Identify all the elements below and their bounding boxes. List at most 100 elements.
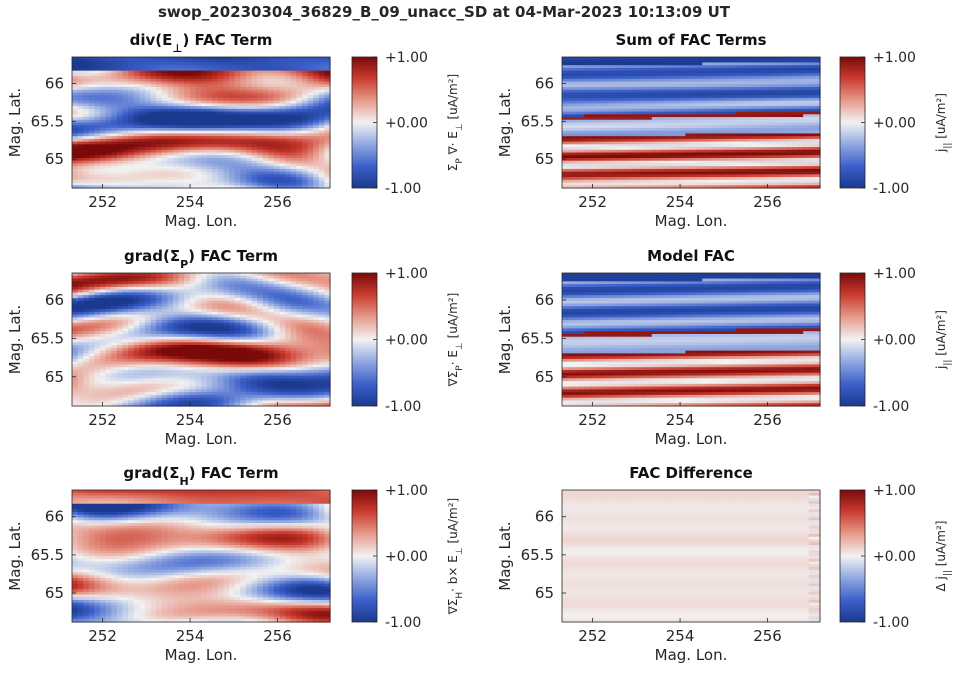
heatmap-cell bbox=[279, 157, 286, 162]
heatmap-cell bbox=[273, 100, 281, 104]
heatmap-cell bbox=[172, 87, 180, 91]
heatmap-cell bbox=[116, 168, 124, 173]
heatmap-cell bbox=[195, 133, 202, 137]
heatmap-cell bbox=[150, 76, 157, 80]
heatmap-cell bbox=[100, 125, 107, 129]
heatmap-cell bbox=[122, 147, 129, 151]
heatmap-cell bbox=[172, 141, 180, 145]
heatmap-cell bbox=[285, 168, 292, 173]
heatmap-cell bbox=[167, 182, 174, 186]
heatmap-cell bbox=[133, 65, 140, 69]
heatmap-cell bbox=[257, 127, 264, 132]
heatmap-cell bbox=[301, 133, 309, 137]
heatmap-cell bbox=[88, 87, 96, 91]
heatmap-cell bbox=[301, 108, 309, 113]
heatmap-cell bbox=[111, 182, 118, 186]
heatmap-cell bbox=[94, 171, 101, 175]
heatmap-cell bbox=[139, 163, 146, 167]
heatmap-cell bbox=[156, 114, 163, 118]
heatmap-cell bbox=[167, 147, 174, 151]
heatmap-cell bbox=[195, 103, 202, 107]
heatmap-cell bbox=[100, 138, 107, 143]
heatmap-cell bbox=[279, 127, 286, 132]
heatmap-cell bbox=[156, 155, 163, 159]
heatmap-cell bbox=[307, 111, 314, 115]
heatmap-cell bbox=[94, 59, 101, 64]
heatmap-cell bbox=[167, 138, 174, 143]
heatmap-cell bbox=[77, 76, 84, 80]
heatmap-cell bbox=[167, 177, 174, 181]
heatmap-cell bbox=[296, 127, 303, 132]
heatmap-cell bbox=[318, 163, 325, 167]
heatmap-cell bbox=[184, 166, 191, 170]
heatmap-cell bbox=[307, 73, 314, 77]
heatmap-cell bbox=[122, 87, 129, 91]
heatmap-cell bbox=[161, 87, 168, 91]
heatmap-cell bbox=[212, 103, 219, 107]
heatmap-cell bbox=[307, 100, 314, 104]
heatmap-cell bbox=[156, 59, 163, 64]
heatmap-cell bbox=[94, 106, 101, 110]
heatmap-cell bbox=[144, 152, 152, 156]
heatmap-cell bbox=[94, 127, 101, 132]
heatmap-cell bbox=[223, 144, 230, 148]
heatmap-cell bbox=[72, 147, 79, 151]
heatmap-cell bbox=[234, 147, 241, 151]
heatmap-cell bbox=[184, 119, 191, 124]
heatmap-cell bbox=[111, 157, 118, 162]
heatmap-cell bbox=[128, 171, 135, 175]
heatmap-cell bbox=[167, 95, 174, 99]
heatmap-cell bbox=[229, 163, 236, 167]
heatmap-cell bbox=[234, 122, 241, 126]
heatmap-cell bbox=[77, 95, 84, 99]
heatmap-cell bbox=[223, 108, 230, 113]
heatmap-cell bbox=[156, 136, 163, 140]
heatmap-cell bbox=[318, 136, 325, 140]
heatmap-cell bbox=[88, 182, 96, 186]
heatmap-cell bbox=[318, 78, 325, 83]
heatmap-cell bbox=[122, 174, 129, 178]
heatmap-cell bbox=[111, 76, 118, 80]
heatmap-cell bbox=[268, 95, 275, 99]
heatmap-cell bbox=[251, 157, 258, 162]
heatmap-cell bbox=[189, 67, 196, 72]
heatmap-cell bbox=[178, 149, 185, 154]
heatmap-cell bbox=[307, 76, 314, 80]
heatmap-cell bbox=[139, 141, 146, 145]
heatmap-cell bbox=[161, 144, 168, 148]
heatmap-cell bbox=[189, 76, 196, 80]
heatmap-cell bbox=[296, 125, 303, 129]
heatmap-cell bbox=[156, 87, 163, 91]
heatmap-cell bbox=[324, 76, 331, 80]
heatmap-cell bbox=[273, 76, 281, 80]
heatmap-cell bbox=[257, 95, 264, 99]
heatmap-cell bbox=[83, 84, 90, 88]
heatmap-cell bbox=[144, 174, 152, 178]
heatmap-cell bbox=[167, 163, 174, 167]
heatmap-cell bbox=[223, 78, 230, 83]
heatmap-cell bbox=[128, 65, 135, 69]
heatmap-cell bbox=[122, 92, 129, 96]
heatmap-cell bbox=[296, 59, 303, 64]
heatmap-cell bbox=[217, 155, 225, 159]
heatmap-cell bbox=[161, 125, 168, 129]
heatmap-cell bbox=[139, 65, 146, 69]
heatmap-cell bbox=[178, 136, 185, 140]
heatmap-cell bbox=[167, 119, 174, 124]
heatmap-cell bbox=[111, 95, 118, 99]
heatmap-cell bbox=[83, 114, 90, 118]
heatmap-cell bbox=[172, 168, 180, 173]
heatmap-cell bbox=[100, 136, 107, 140]
heatmap-cell bbox=[206, 76, 213, 80]
heatmap-cell bbox=[88, 133, 96, 137]
heatmap-cell bbox=[144, 133, 152, 137]
heatmap-cell bbox=[240, 157, 247, 162]
heatmap-cell bbox=[268, 65, 275, 69]
heatmap-cell bbox=[318, 130, 325, 135]
heatmap-cell bbox=[189, 103, 196, 107]
heatmap-cell bbox=[217, 138, 225, 143]
heatmap-cell bbox=[156, 133, 163, 137]
heatmap-cell bbox=[262, 141, 269, 145]
heatmap-cell bbox=[133, 78, 140, 83]
heatmap-cell bbox=[251, 152, 258, 156]
